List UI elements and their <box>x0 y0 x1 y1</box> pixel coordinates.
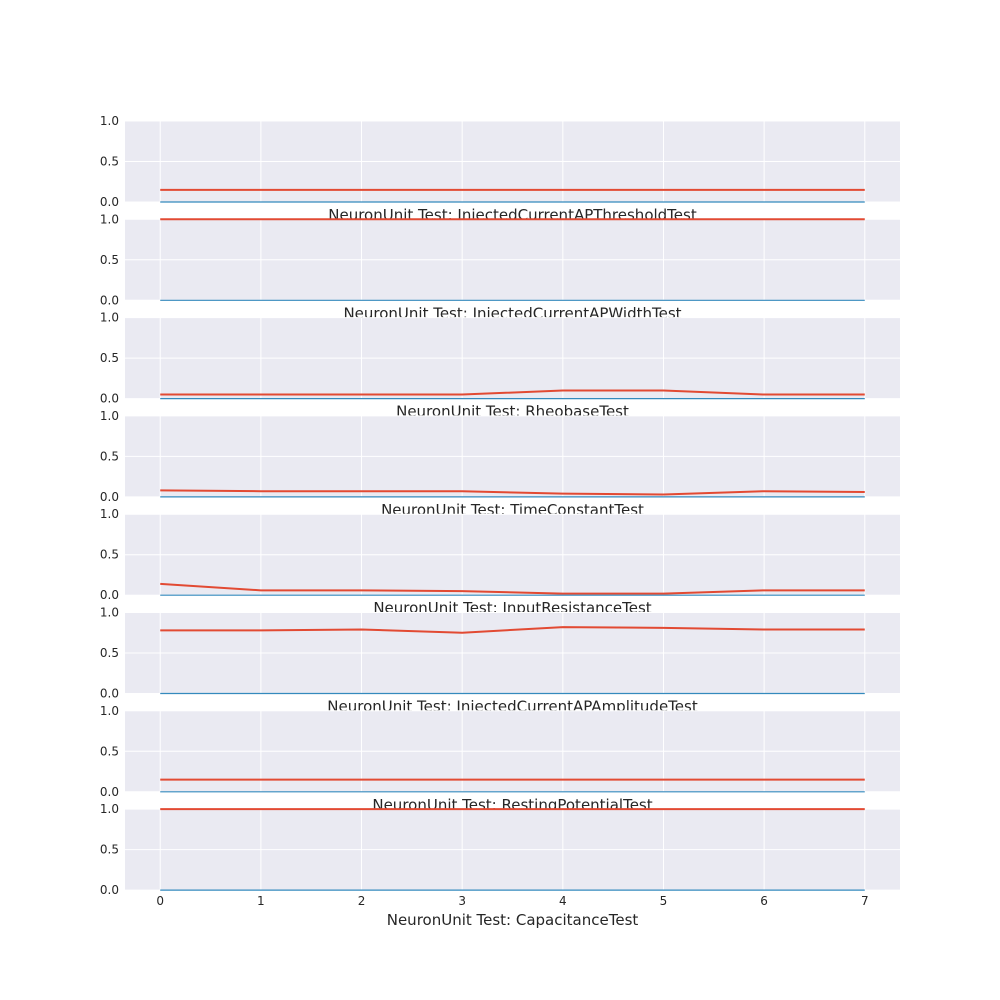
y-tick-label: 1.0 <box>100 212 119 226</box>
y-tick-label: 1.0 <box>100 606 119 620</box>
y-tick-label: 0.0 <box>100 588 119 602</box>
y-tick-label: 0.5 <box>100 253 119 267</box>
y-tick-label: 1.0 <box>100 409 119 423</box>
x-tick-label: 1 <box>257 894 265 908</box>
y-tick-label: 0.5 <box>100 155 119 169</box>
y-tick-label: 1.0 <box>100 704 119 718</box>
x-tick-label: 3 <box>458 894 466 908</box>
y-tick-label: 1.0 <box>100 311 119 325</box>
y-tick-label: 0.0 <box>100 392 119 406</box>
y-tick-label: 0.0 <box>100 687 119 701</box>
series-line-1 <box>160 489 865 496</box>
y-tick-label: 0.5 <box>100 351 119 365</box>
y-tick-label: 0.5 <box>100 646 119 660</box>
y-tick-label: 0.5 <box>100 843 119 857</box>
y-tick-label: 1.0 <box>100 114 119 128</box>
x-tick-label: 7 <box>861 894 869 908</box>
y-tick-label: 0.0 <box>100 883 119 897</box>
y-tick-label: 0.5 <box>100 548 119 562</box>
y-tick-label: 0.0 <box>100 785 119 799</box>
x-tick-label: 4 <box>559 894 567 908</box>
y-tick-label: 0.0 <box>100 293 119 307</box>
series-line-1 <box>160 582 865 595</box>
x-tick-label: 5 <box>660 894 668 908</box>
y-tick-label: 1.0 <box>100 802 119 816</box>
series-line-1 <box>160 389 865 396</box>
panel-label: NeuronUnit Test: CapacitanceTest <box>387 911 639 929</box>
y-tick-label: 0.0 <box>100 195 119 209</box>
x-tick-label: 0 <box>156 894 164 908</box>
panel-8: 0.0 0.5 1.0 0 1 2 3 4 5 6 7 NeuronUnit Test: Capaci… <box>100 802 900 929</box>
y-tick-label: 1.0 <box>100 507 119 521</box>
y-tick-label: 0.0 <box>100 490 119 504</box>
x-tick-label: 6 <box>760 894 768 908</box>
series-line-1 <box>160 626 865 634</box>
y-tick-label: 0.5 <box>100 449 119 463</box>
x-tick-label: 2 <box>358 894 366 908</box>
y-tick-label: 0.5 <box>100 744 119 758</box>
